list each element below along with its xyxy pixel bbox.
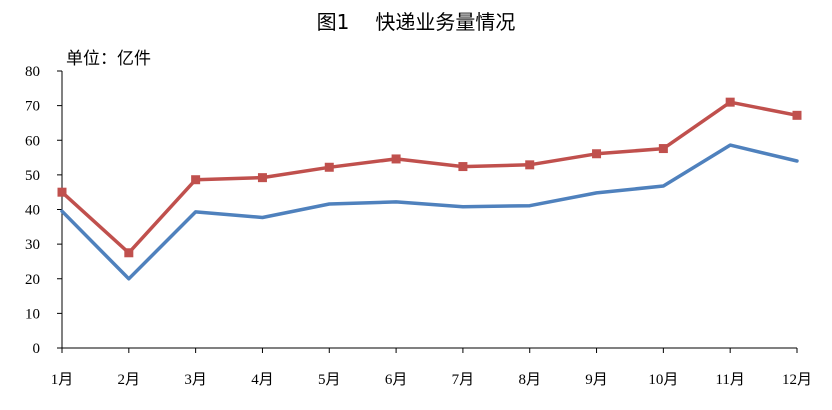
- y-tick-label: 10: [25, 306, 40, 322]
- chart-title-text: 快递业务量情况: [375, 10, 516, 34]
- x-tick-label: 3月: [184, 372, 207, 388]
- x-tick-label: 2月: [118, 372, 141, 388]
- x-tick-label: 7月: [452, 372, 475, 388]
- x-tick-label: 10月: [648, 372, 678, 388]
- y-tick-label: 50: [25, 168, 40, 184]
- data-point-marker: [592, 149, 602, 159]
- data-point-marker: [458, 162, 468, 172]
- series-line: [60, 100, 799, 255]
- x-tick-label: 12月: [782, 372, 812, 388]
- data-point-marker: [124, 248, 134, 258]
- data-point-marker: [324, 162, 334, 172]
- chart-title: 图1 快递业务量情况: [0, 6, 832, 35]
- data-point-marker: [191, 175, 201, 185]
- data-point-marker: [725, 97, 735, 107]
- data-point-marker: [525, 160, 535, 170]
- x-tick-label: 5月: [318, 372, 341, 388]
- y-tick-label: 80: [25, 64, 40, 80]
- chart-title-prefix: 图1: [316, 10, 350, 34]
- y-tick-label: 20: [25, 272, 40, 288]
- unit-label: 单位：亿件: [66, 49, 151, 69]
- data-point-marker: [57, 187, 67, 197]
- y-tick-label: 40: [25, 203, 40, 219]
- x-tick-label: 9月: [585, 372, 608, 388]
- x-tick-label: 8月: [518, 372, 541, 388]
- y-tick-label: 30: [25, 237, 40, 253]
- y-tick-label: 60: [25, 133, 40, 149]
- data-point-marker: [658, 144, 668, 154]
- x-tick-label: 4月: [251, 372, 274, 388]
- y-tick-label: 70: [25, 99, 40, 115]
- x-tick-label: 1月: [51, 372, 74, 388]
- x-tick-label: 6月: [385, 372, 408, 388]
- data-point-marker: [257, 173, 267, 183]
- data-point-marker: [792, 110, 802, 120]
- series-line: [60, 143, 799, 281]
- data-point-marker: [391, 154, 401, 164]
- x-tick-label: 11月: [715, 372, 744, 388]
- y-tick-label: 0: [33, 341, 41, 357]
